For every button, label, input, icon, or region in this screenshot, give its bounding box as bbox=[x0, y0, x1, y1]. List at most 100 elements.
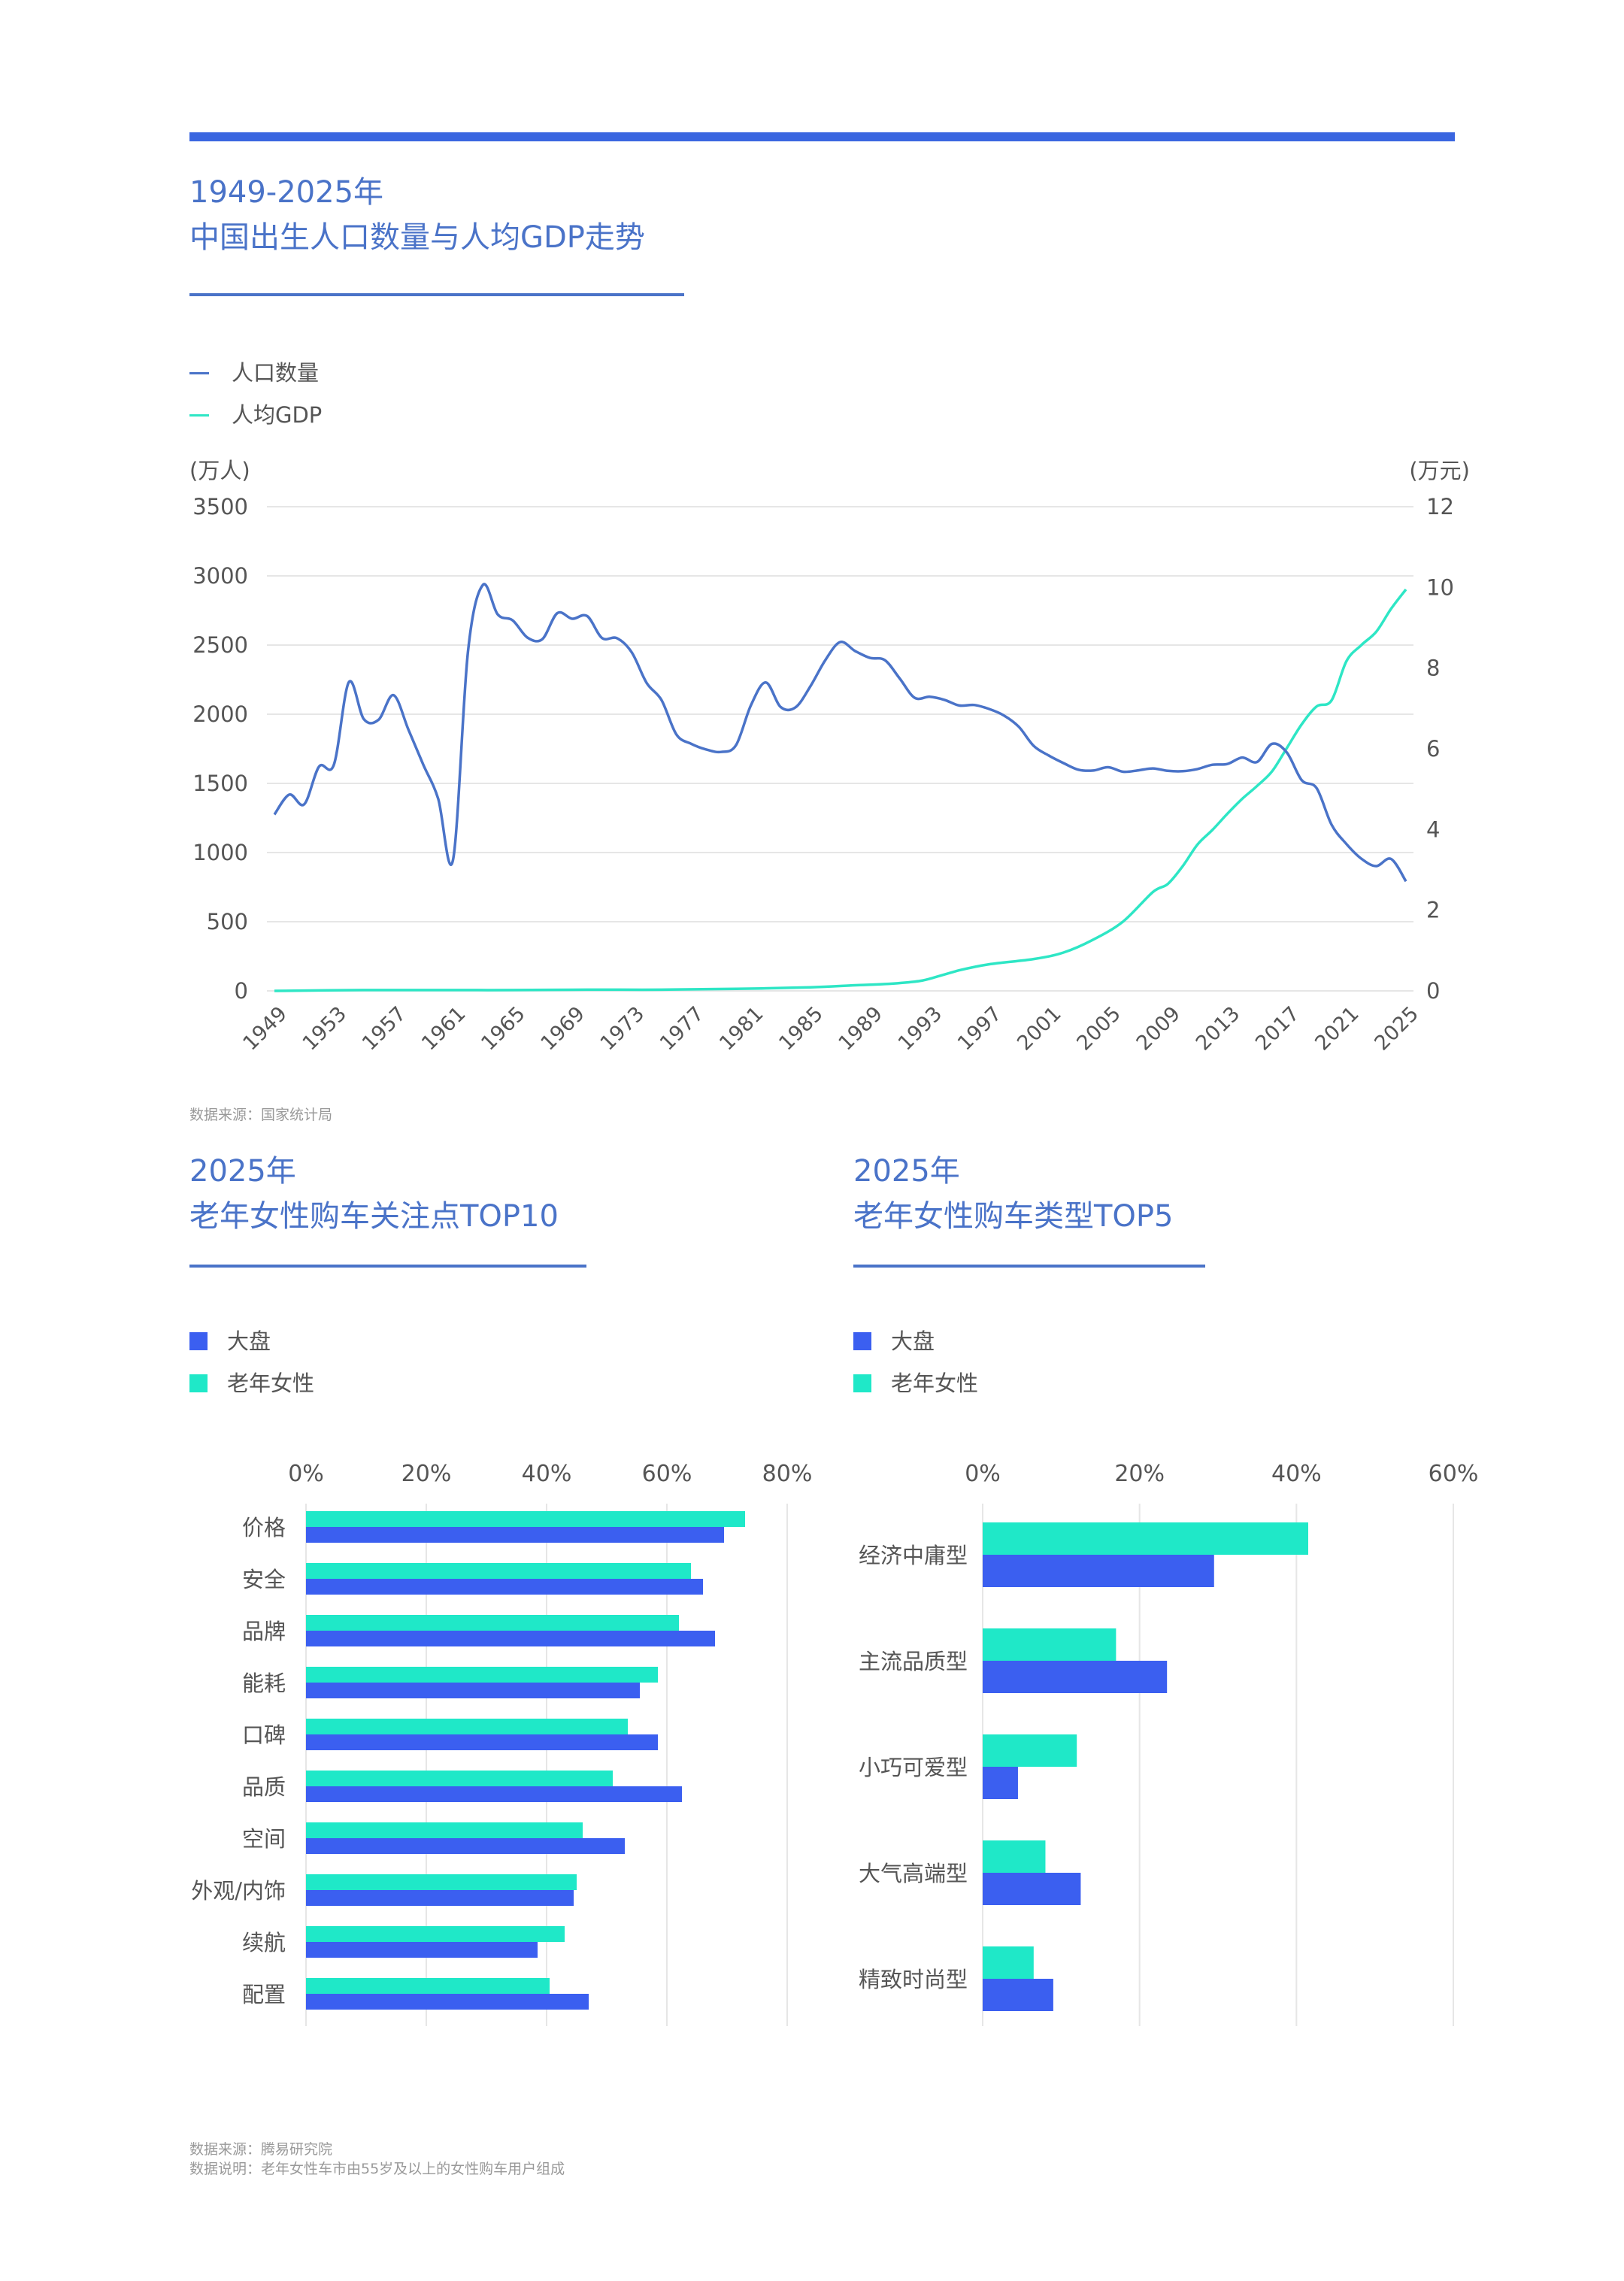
x-tick-label: 2009 bbox=[1132, 1002, 1186, 1056]
bar1-title-year: 2025年 bbox=[189, 1154, 296, 1189]
legend-label-population: 人口数量 bbox=[232, 360, 320, 386]
bar-dapan bbox=[306, 1942, 538, 1958]
bar-dapan bbox=[306, 1631, 715, 1646]
bar2-title: 2025年 老年女性购车类型TOP5 bbox=[853, 1149, 1174, 1239]
bar2-title-underline bbox=[853, 1265, 1205, 1268]
y-left-tick-label: 2500 bbox=[192, 632, 248, 658]
x-tick-label: 2005 bbox=[1072, 1002, 1126, 1056]
y-right-tick-label: 6 bbox=[1426, 736, 1440, 762]
line-chart-source: 数据来源：国家统计局 bbox=[189, 1107, 333, 1123]
category-label: 配置 bbox=[242, 1982, 286, 2007]
bar2-legend-label-dapan: 大盘 bbox=[891, 1328, 935, 1354]
x-tick-label: 40% bbox=[1271, 1461, 1322, 1487]
bar2-legend-label-women: 老年女性 bbox=[891, 1371, 979, 1396]
bar-women bbox=[306, 1771, 613, 1786]
bar-dapan bbox=[306, 1838, 625, 1854]
x-tick-label: 2001 bbox=[1013, 1002, 1066, 1056]
bar-dapan bbox=[306, 1734, 658, 1750]
line-chart-legend: 人口数量 人均GDP bbox=[189, 352, 322, 436]
category-label: 大气高端型 bbox=[859, 1861, 968, 1886]
x-tick-label: 1985 bbox=[774, 1002, 828, 1056]
bar1-title-underline bbox=[189, 1265, 586, 1268]
x-tick-label: 1957 bbox=[358, 1002, 411, 1056]
y-left-tick-label: 500 bbox=[207, 909, 248, 935]
y-left-tick-label: 0 bbox=[235, 978, 248, 1004]
category-label: 品牌 bbox=[242, 1619, 286, 1644]
dapan-swatch bbox=[853, 1332, 871, 1350]
bar2-title-text: 老年女性购车类型TOP5 bbox=[853, 1199, 1174, 1234]
line-chart-title-underline bbox=[189, 293, 684, 296]
legend-item-population: 人口数量 bbox=[189, 352, 322, 394]
category-label: 经济中庸型 bbox=[859, 1543, 968, 1568]
line-chart-title-year: 1949-2025年 bbox=[189, 175, 384, 210]
category-label: 能耗 bbox=[242, 1671, 286, 1696]
footer-source: 数据来源：腾易研究院 bbox=[189, 2141, 333, 2158]
bar1-legend-label-dapan: 大盘 bbox=[227, 1328, 271, 1354]
category-label: 主流品质型 bbox=[859, 1649, 968, 1674]
category-label: 小巧可爱型 bbox=[859, 1755, 968, 1780]
category-label: 外观/内饰 bbox=[191, 1878, 286, 1904]
bar-dapan bbox=[983, 1873, 1081, 1905]
category-label: 精致时尚型 bbox=[859, 1967, 968, 1992]
x-tick-label: 1969 bbox=[536, 1002, 589, 1056]
bar-women bbox=[306, 1615, 679, 1631]
y-right-tick-label: 10 bbox=[1426, 574, 1454, 600]
x-tick-label: 1981 bbox=[715, 1002, 768, 1056]
bar-women bbox=[983, 1628, 1116, 1661]
bar2-legend-women: 老年女性 bbox=[853, 1362, 978, 1404]
y-right-tick-label: 0 bbox=[1426, 978, 1440, 1004]
category-label: 续航 bbox=[242, 1930, 286, 1955]
x-tick-label: 40% bbox=[522, 1461, 572, 1487]
bar2-legend-dapan: 大盘 bbox=[853, 1320, 978, 1362]
x-tick-label: 80% bbox=[762, 1461, 813, 1487]
x-tick-label: 0% bbox=[288, 1461, 324, 1487]
y-left-tick-label: 1500 bbox=[192, 771, 248, 796]
bar2-title-year: 2025年 bbox=[853, 1154, 960, 1189]
y-left-unit: (万人) bbox=[189, 458, 250, 483]
x-tick-label: 1997 bbox=[953, 1002, 1007, 1056]
bar-women bbox=[306, 1667, 658, 1683]
gdp-series-line bbox=[274, 588, 1407, 992]
bar-women bbox=[306, 1926, 565, 1942]
x-tick-label: 1973 bbox=[596, 1002, 650, 1056]
x-tick-label: 1965 bbox=[477, 1002, 530, 1056]
y-right-tick-label: 12 bbox=[1426, 494, 1454, 520]
y-left-tick-label: 2000 bbox=[192, 701, 248, 727]
gdp-line-swatch bbox=[189, 413, 209, 417]
x-tick-label: 1989 bbox=[835, 1002, 888, 1056]
bar1-title: 2025年 老年女性购车关注点TOP10 bbox=[189, 1149, 559, 1239]
bar-dapan bbox=[306, 1890, 574, 1906]
x-tick-label: 1977 bbox=[656, 1002, 709, 1056]
bar-dapan bbox=[306, 1994, 589, 2010]
bar-women bbox=[983, 1522, 1308, 1555]
y-right-tick-label: 2 bbox=[1426, 898, 1440, 923]
bar1-title-text: 老年女性购车关注点TOP10 bbox=[189, 1199, 559, 1234]
bar1-legend-label-women: 老年女性 bbox=[227, 1371, 315, 1396]
category-label: 空间 bbox=[242, 1826, 286, 1852]
x-tick-label: 1949 bbox=[238, 1002, 292, 1056]
population-line-swatch bbox=[189, 371, 209, 374]
footer-note: 数据说明：老年女性车市由55岁及以上的女性购车用户组成 bbox=[189, 2161, 565, 2177]
y-left-tick-label: 1000 bbox=[192, 840, 248, 865]
population-series-line bbox=[273, 583, 1407, 883]
x-tick-label: 2013 bbox=[1192, 1002, 1245, 1056]
bar-women bbox=[306, 1511, 745, 1527]
women-swatch bbox=[853, 1374, 871, 1392]
women-swatch bbox=[189, 1374, 208, 1392]
bar-women bbox=[983, 1840, 1046, 1873]
bar-dapan bbox=[306, 1579, 703, 1595]
x-tick-label: 2017 bbox=[1251, 1002, 1304, 1056]
x-tick-label: 0% bbox=[965, 1461, 1001, 1487]
bar-dapan bbox=[983, 1555, 1214, 1587]
bar-dapan bbox=[306, 1786, 682, 1802]
bar-women bbox=[306, 1563, 691, 1579]
bar-women bbox=[983, 1946, 1034, 1979]
bar1-legend-dapan: 大盘 bbox=[189, 1320, 314, 1362]
y-right-tick-label: 8 bbox=[1426, 656, 1440, 681]
category-label: 口碑 bbox=[242, 1722, 286, 1748]
bar-women bbox=[983, 1734, 1077, 1767]
bar-dapan bbox=[983, 1661, 1168, 1693]
category-label: 安全 bbox=[242, 1567, 286, 1592]
bar-dapan bbox=[983, 1767, 1018, 1799]
